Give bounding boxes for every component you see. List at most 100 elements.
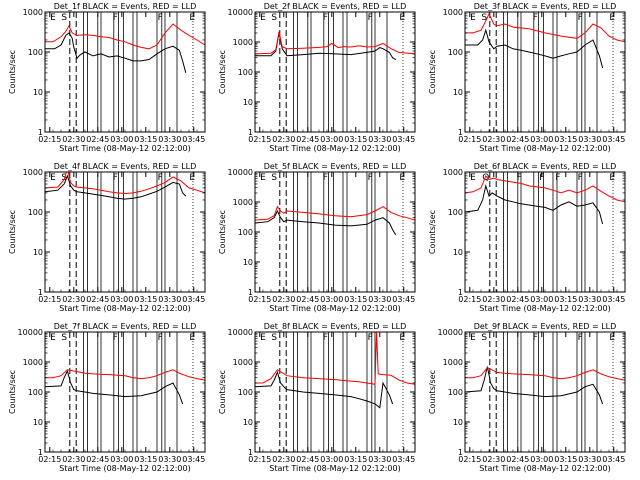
y-tick-label: 10 (453, 418, 463, 427)
x-tick-label: 02:30 (62, 135, 85, 144)
x-tick-label: 03:00 (530, 135, 553, 144)
segment-letter: E (260, 333, 266, 343)
panel-title: Det_4f BLACK = Events, RED = LLD (54, 162, 197, 171)
y-tick-label: 10 (453, 88, 463, 97)
series-events-line (255, 370, 394, 409)
x-tick-label: 02:30 (272, 135, 295, 144)
y-tick-label: 1000 (233, 358, 253, 367)
y-tick-label: 10000 (18, 328, 43, 337)
x-tick-label: 02:15 (38, 135, 61, 144)
y-tick-label: 1 (38, 128, 43, 137)
segment-letter: S (61, 13, 67, 23)
x-tick-label: 03:00 (110, 295, 133, 304)
x-tick-label: 03:00 (320, 295, 343, 304)
y-axis-label: Counts/sec (428, 50, 437, 94)
x-axis-label: Start Time (08-May-12 02:12:00) (479, 144, 610, 153)
segment-letter: S (481, 333, 487, 343)
segment-letter: E (50, 13, 56, 23)
x-tick-label: 03:45 (602, 455, 625, 464)
x-axis-label: Start Time (08-May-12 02:12:00) (269, 304, 400, 313)
x-tick-label: 02:45 (506, 455, 529, 464)
segment-letter: E (470, 13, 476, 23)
panel-title: Det_3f BLACK = Events, RED = LLD (474, 2, 617, 11)
x-tick-label: 02:30 (272, 455, 295, 464)
segment-letter: S (481, 13, 487, 23)
plot-frame (254, 171, 416, 293)
x-tick-label: 03:30 (158, 455, 181, 464)
segment-letter: E (399, 13, 405, 23)
segment-letter: F (368, 13, 373, 23)
x-tick-label: 03:15 (134, 135, 157, 144)
x-tick-label: 02:45 (86, 135, 109, 144)
x-tick-label: 02:30 (62, 455, 85, 464)
x-tick-label: 03:15 (134, 455, 157, 464)
x-tick-label: 03:00 (110, 135, 133, 144)
segment-letter: E (609, 173, 615, 183)
x-tick-label: 03:30 (368, 295, 391, 304)
panel-title: Det_5f BLACK = Events, RED = LLD (264, 162, 407, 171)
x-tick-label: 03:30 (158, 135, 181, 144)
x-tick-label: 02:45 (296, 135, 319, 144)
y-tick-label: 1 (248, 128, 253, 137)
y-tick-label: 1000 (443, 168, 463, 177)
segment-letter: E (399, 333, 405, 343)
y-axis-label: Counts/sec (428, 210, 437, 254)
x-tick-label: 03:45 (182, 135, 205, 144)
series-events-line (465, 28, 604, 69)
x-tick-label: 03:15 (344, 135, 367, 144)
y-tick-label: 1 (248, 288, 253, 297)
y-tick-label: 1 (38, 448, 43, 457)
x-tick-label: 03:15 (554, 455, 577, 464)
plot-frame (254, 11, 416, 133)
panel-title: Det_6f BLACK = Events, RED = LLD (474, 162, 617, 171)
segment-letter: S (61, 333, 67, 343)
plot-frame (464, 331, 626, 453)
x-tick-label: 03:15 (344, 455, 367, 464)
series-lld-line (465, 366, 625, 381)
x-tick-label: 02:15 (248, 295, 271, 304)
x-tick-label: 03:45 (182, 295, 205, 304)
x-tick-label: 03:30 (578, 295, 601, 304)
x-tick-label: 02:30 (482, 135, 505, 144)
segment-letter: E (189, 13, 195, 23)
y-tick-label: 10000 (438, 328, 463, 337)
x-tick-label: 02:45 (86, 295, 109, 304)
x-tick-label: 03:30 (158, 295, 181, 304)
y-tick-label: 100 (448, 208, 463, 217)
segment-letter: E (260, 173, 266, 183)
y-axis-label: Counts/sec (428, 370, 437, 414)
x-tick-label: 02:15 (458, 135, 481, 144)
segment-letter: E (609, 13, 615, 23)
panel-title: Det_1f BLACK = Events, RED = LLD (54, 2, 197, 11)
x-tick-label: 02:30 (482, 455, 505, 464)
x-tick-label: 02:15 (38, 455, 61, 464)
x-tick-label: 03:15 (554, 135, 577, 144)
segment-letter: E (189, 333, 195, 343)
x-tick-label: 03:15 (134, 295, 157, 304)
segment-letter: F (368, 173, 373, 183)
segment-letter: E (609, 333, 615, 343)
series-events-line (45, 369, 184, 405)
segment-letter: F (517, 173, 522, 183)
x-tick-label: 03:00 (320, 455, 343, 464)
x-tick-label: 03:30 (578, 455, 601, 464)
x-axis-label: Start Time (08-May-12 02:12:00) (479, 304, 610, 313)
plot-frame (44, 171, 206, 293)
y-axis-label: Counts/sec (8, 50, 17, 94)
y-tick-label: 100 (28, 48, 43, 57)
series-lld-line (45, 369, 205, 381)
segment-letter: F (555, 173, 560, 183)
x-tick-label: 02:45 (296, 295, 319, 304)
series-events-line (465, 366, 604, 405)
segment-letter: F (533, 13, 538, 23)
segment-letter: E (189, 173, 195, 183)
y-tick-label: 1000 (23, 168, 43, 177)
x-tick-label: 03:00 (110, 455, 133, 464)
series-lld-line (255, 205, 415, 221)
panel-title: Det_9f BLACK = Events, RED = LLD (474, 322, 617, 331)
segment-letter: E (50, 333, 56, 343)
segment-letter: F (323, 333, 328, 343)
